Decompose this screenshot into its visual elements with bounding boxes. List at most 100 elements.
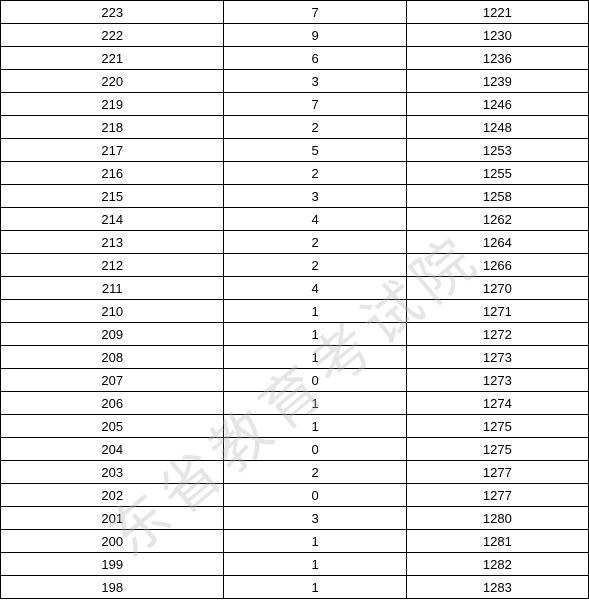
table-cell: 205: [1, 415, 224, 438]
table-row: 21531258: [1, 185, 589, 208]
table-cell: 221: [1, 47, 224, 70]
table-row: 22291230: [1, 24, 589, 47]
table-cell: 204: [1, 438, 224, 461]
table-cell: 0: [224, 438, 406, 461]
table-cell: 1280: [406, 507, 588, 530]
table-cell: 1271: [406, 300, 588, 323]
table-cell: 209: [1, 323, 224, 346]
table-cell: 203: [1, 461, 224, 484]
table-cell: 1264: [406, 231, 588, 254]
table-cell: 1258: [406, 185, 588, 208]
table-cell: 1: [224, 576, 406, 599]
table-cell: 0: [224, 369, 406, 392]
table-cell: 1262: [406, 208, 588, 231]
table-cell: 1277: [406, 461, 588, 484]
table-cell: 218: [1, 116, 224, 139]
table-cell: 211: [1, 277, 224, 300]
table-cell: 4: [224, 208, 406, 231]
table-cell: 208: [1, 346, 224, 369]
table-cell: 217: [1, 139, 224, 162]
table-row: 20611274: [1, 392, 589, 415]
table-cell: 200: [1, 530, 224, 553]
table-cell: 1239: [406, 70, 588, 93]
table-cell: 7: [224, 1, 406, 24]
table-cell: 1253: [406, 139, 588, 162]
table-cell: 201: [1, 507, 224, 530]
table-row: 21441262: [1, 208, 589, 231]
table-cell: 1273: [406, 346, 588, 369]
table-row: 20321277: [1, 461, 589, 484]
table-cell: 4: [224, 277, 406, 300]
table-cell: 1255: [406, 162, 588, 185]
table-row: 20511275: [1, 415, 589, 438]
table-row: 21141270: [1, 277, 589, 300]
table-cell: 2: [224, 254, 406, 277]
table-cell: 1: [224, 392, 406, 415]
table-cell: 5: [224, 139, 406, 162]
table-row: 20201277: [1, 484, 589, 507]
table-row: 21321264: [1, 231, 589, 254]
table-cell: 3: [224, 70, 406, 93]
table-cell: 3: [224, 507, 406, 530]
table-cell: 2: [224, 231, 406, 254]
table-row: 20911272: [1, 323, 589, 346]
table-cell: 1274: [406, 392, 588, 415]
table-cell: 1281: [406, 530, 588, 553]
table-cell: 1248: [406, 116, 588, 139]
table-cell: 213: [1, 231, 224, 254]
table-row: 20401275: [1, 438, 589, 461]
table-cell: 2: [224, 162, 406, 185]
table-cell: 1: [224, 553, 406, 576]
table-cell: 1275: [406, 438, 588, 461]
table-row: 20011281: [1, 530, 589, 553]
table-cell: 1277: [406, 484, 588, 507]
table-row: 21751253: [1, 139, 589, 162]
table-cell: 199: [1, 553, 224, 576]
table-cell: 216: [1, 162, 224, 185]
table-row: 20131280: [1, 507, 589, 530]
table-cell: 1221: [406, 1, 588, 24]
table-cell: 1275: [406, 415, 588, 438]
table-row: 21011271: [1, 300, 589, 323]
table-cell: 212: [1, 254, 224, 277]
table-cell: 2: [224, 461, 406, 484]
table-cell: 214: [1, 208, 224, 231]
table-row: 21221266: [1, 254, 589, 277]
table-cell: 1: [224, 530, 406, 553]
table-cell: 202: [1, 484, 224, 507]
table-cell: 222: [1, 24, 224, 47]
table-cell: 1246: [406, 93, 588, 116]
table-cell: 215: [1, 185, 224, 208]
table-cell: 1283: [406, 576, 588, 599]
table-row: 22161236: [1, 47, 589, 70]
table-cell: 1266: [406, 254, 588, 277]
table-cell: 1282: [406, 553, 588, 576]
table-cell: 1273: [406, 369, 588, 392]
table-cell: 1: [224, 300, 406, 323]
data-table: 2237122122291230221612362203123921971246…: [0, 0, 589, 599]
table-cell: 3: [224, 185, 406, 208]
table-cell: 1: [224, 346, 406, 369]
table-row: 19911282: [1, 553, 589, 576]
data-table-container: 2237122122291230221612362203123921971246…: [0, 0, 589, 599]
table-cell: 1230: [406, 24, 588, 47]
table-row: 20811273: [1, 346, 589, 369]
table-cell: 223: [1, 1, 224, 24]
table-cell: 1272: [406, 323, 588, 346]
table-row: 22031239: [1, 70, 589, 93]
table-cell: 1: [224, 323, 406, 346]
table-cell: 219: [1, 93, 224, 116]
table-row: 21971246: [1, 93, 589, 116]
table-cell: 206: [1, 392, 224, 415]
table-row: 19811283: [1, 576, 589, 599]
table-cell: 1270: [406, 277, 588, 300]
table-cell: 1236: [406, 47, 588, 70]
table-cell: 1: [224, 415, 406, 438]
table-cell: 220: [1, 70, 224, 93]
table-row: 20701273: [1, 369, 589, 392]
table-cell: 6: [224, 47, 406, 70]
table-body: 2237122122291230221612362203123921971246…: [1, 1, 589, 599]
table-row: 21821248: [1, 116, 589, 139]
table-cell: 2: [224, 116, 406, 139]
table-cell: 7: [224, 93, 406, 116]
